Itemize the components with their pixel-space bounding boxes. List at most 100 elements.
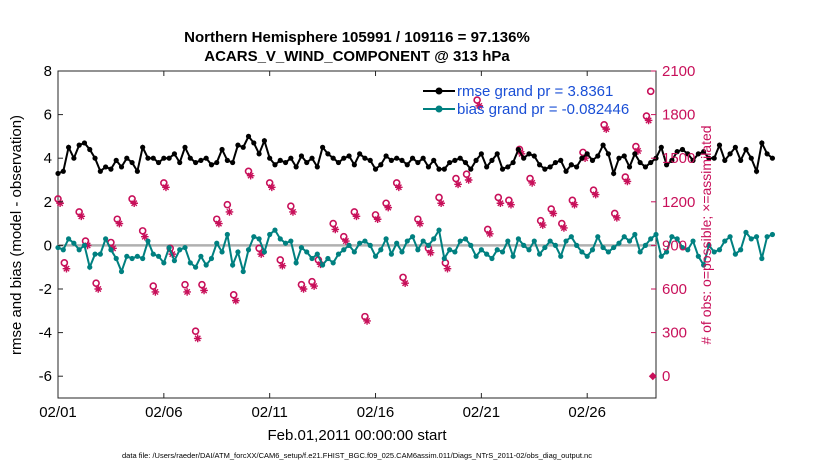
- bias-point: [71, 240, 77, 246]
- obs-assimilated-point: [94, 285, 103, 293]
- bias-point: [605, 249, 611, 255]
- bias-point: [288, 238, 294, 244]
- x-tick-label: 02/06: [145, 404, 183, 421]
- bias-point: [436, 227, 442, 233]
- rmse-point: [282, 159, 289, 166]
- y2-axis-label: # of obs: o=possible; ×=assimilated: [698, 125, 714, 344]
- y-tick-label: 6: [44, 107, 52, 124]
- rmse-point: [732, 144, 738, 150]
- legend-bias-label: bias grand pr = -0.082446: [457, 101, 629, 118]
- rmse-point: [298, 153, 305, 159]
- rmse-point: [648, 159, 654, 166]
- bias-point: [97, 251, 103, 257]
- bias-point: [129, 255, 135, 262]
- rmse-point: [462, 159, 469, 166]
- bias-point: [155, 253, 162, 259]
- rmse-point: [727, 151, 733, 157]
- bias-point: [203, 262, 209, 268]
- rmse-point: [753, 168, 760, 174]
- bias-point: [261, 249, 267, 255]
- rmse-point: [293, 164, 299, 170]
- bias-point: [706, 242, 712, 248]
- rmse-point: [320, 144, 326, 150]
- rmse-point: [272, 162, 278, 168]
- rmse-point: [441, 166, 447, 172]
- rmse-point: [595, 153, 601, 159]
- obs-possible-point: [181, 280, 189, 289]
- rmse-point: [494, 151, 500, 157]
- bias-point: [441, 255, 447, 262]
- bias-point: [198, 253, 204, 259]
- bias-point: [616, 240, 622, 246]
- rmse-point: [552, 159, 559, 166]
- bias-point: [309, 255, 315, 262]
- obs-assimilated-point: [257, 250, 266, 258]
- bias-point: [192, 264, 199, 270]
- rmse-point: [224, 157, 230, 163]
- obs-assimilated-point: [560, 224, 568, 232]
- rmse-point: [198, 157, 204, 163]
- rmse-point: [420, 155, 426, 161]
- rmse-point: [663, 162, 670, 168]
- bias-point: [748, 236, 754, 242]
- bias-point: [346, 242, 352, 248]
- obs-assimilated-point: [426, 248, 435, 257]
- y-tick-label: -6: [39, 368, 52, 385]
- obs-assimilated-point: [77, 212, 86, 221]
- bias-point: [140, 255, 146, 262]
- obs-assimilated-point: [475, 102, 484, 110]
- bias-point: [611, 244, 617, 251]
- bias-point: [113, 255, 119, 262]
- rmse-point: [558, 157, 564, 163]
- rmse-point: [415, 159, 421, 166]
- rmse-point: [621, 153, 627, 159]
- x-tick-label: 02/01: [39, 404, 77, 421]
- rmse-point: [81, 140, 88, 146]
- rmse-point: [542, 166, 548, 172]
- obs-assimilated-point: [507, 200, 515, 209]
- bias-point: [574, 242, 580, 248]
- obs-assimilated-point: [56, 199, 64, 208]
- bias-point: [293, 260, 299, 266]
- rmse-point: [362, 155, 368, 161]
- bias-point: [425, 242, 432, 248]
- bias-point: [637, 249, 643, 255]
- rmse-point: [267, 155, 273, 161]
- bias-point: [341, 247, 347, 253]
- bias-point: [695, 253, 701, 259]
- bias-point: [330, 260, 336, 266]
- rmse-point: [478, 151, 484, 157]
- obs-assimilated-point: [401, 279, 409, 287]
- y-tick-label: 8: [44, 63, 52, 80]
- y-axis-label: rmse and bias (model - observation): [8, 115, 25, 355]
- rmse-point: [341, 155, 347, 161]
- obs-assimilated-point: [267, 183, 276, 192]
- x-tick-label: 02/11: [251, 404, 287, 421]
- rmse-point: [600, 142, 606, 148]
- obs-assimilated-point: [140, 232, 149, 241]
- bias-point: [409, 234, 416, 240]
- rmse-point: [219, 146, 225, 153]
- bias-point: [595, 234, 601, 240]
- rmse-point: [563, 168, 569, 174]
- bias-point: [563, 238, 569, 244]
- rmse-point: [309, 155, 315, 161]
- bias-point: [335, 251, 342, 257]
- rmse-point: [214, 159, 220, 166]
- rmse-point: [325, 151, 331, 157]
- obs-assimilated-point: [395, 183, 403, 192]
- rmse-point: [658, 144, 664, 150]
- legend-rmse-label: rmse grand pr = 3.8361: [457, 83, 613, 100]
- obs-assimilated-point: [310, 282, 318, 290]
- obs-assimilated-point: [215, 219, 223, 228]
- chart-title: Northern Hemisphere 105991 / 109116 = 97…: [184, 29, 530, 46]
- rmse-point: [759, 140, 765, 146]
- bias-point: [224, 231, 230, 238]
- x-tick-label: 02/26: [568, 404, 606, 421]
- rmse-point: [743, 146, 749, 153]
- rmse-point: [748, 155, 754, 161]
- rmse-point: [335, 159, 342, 166]
- rmse-point: [568, 162, 574, 168]
- bias-point: [314, 251, 320, 257]
